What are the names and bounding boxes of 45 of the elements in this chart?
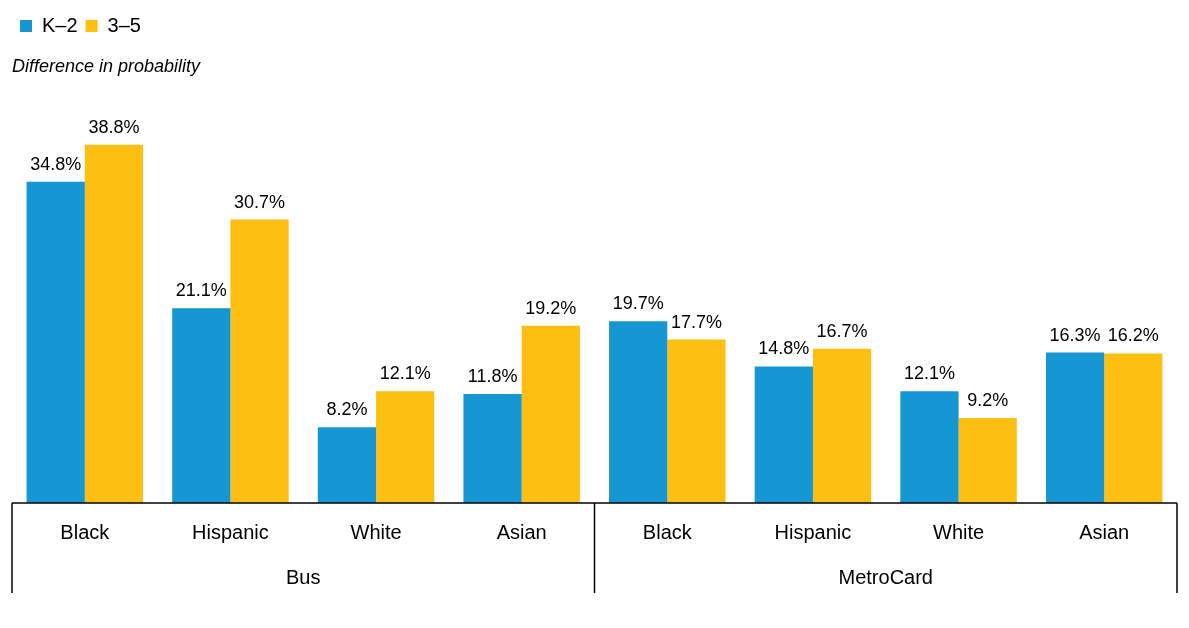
legend-label: K–2: [42, 13, 78, 36]
data-label: 30.7%: [234, 191, 286, 212]
data-label: 19.2%: [525, 297, 577, 318]
x-tick-label: Asian: [496, 520, 547, 543]
x-tick-label: Black: [642, 520, 693, 543]
data-label: 17.7%: [670, 311, 722, 332]
bar: [230, 219, 289, 503]
bar: [754, 366, 813, 503]
data-label: 11.8%: [467, 366, 518, 387]
data-label: 14.8%: [758, 338, 810, 359]
data-label: 16.3%: [1049, 324, 1101, 345]
data-label: 34.8%: [30, 153, 82, 174]
data-label: 21.1%: [175, 280, 227, 301]
data-label: 38.8%: [88, 116, 140, 137]
bar: [900, 391, 959, 503]
data-label: 9.2%: [967, 390, 1009, 411]
text: MetroCard: [838, 565, 933, 588]
bar: [958, 418, 1017, 503]
bar: [667, 339, 726, 503]
x-tick-label: Hispanic: [774, 520, 852, 543]
x-tick-label: White: [350, 520, 402, 543]
bar: [172, 308, 231, 503]
bar: [1045, 352, 1105, 503]
data-label: 16.7%: [816, 320, 868, 341]
bar: [521, 325, 580, 503]
data-label: 12.1%: [379, 363, 431, 384]
bar: [1104, 353, 1163, 503]
x-tick-label: White: [933, 520, 985, 543]
data-label: 8.2%: [326, 399, 368, 420]
x-tick-label: Black: [60, 520, 111, 543]
bar: [463, 394, 522, 503]
x-tick-label: Hispanic: [192, 520, 269, 543]
bar: [317, 427, 377, 503]
bar: [26, 181, 85, 503]
bar: [609, 321, 668, 503]
data-label: 19.7%: [612, 293, 664, 314]
bar: [376, 391, 435, 503]
text: Bus: [286, 565, 321, 588]
data-label: 16.2%: [1107, 325, 1159, 346]
bar: [84, 144, 144, 503]
legend-label: 3–5: [107, 13, 141, 36]
data-label: 12.1%: [903, 363, 955, 384]
x-tick-label: Asian: [1079, 520, 1130, 543]
chart-subtitle: Difference in probability: [12, 55, 202, 76]
bar: [812, 348, 872, 503]
